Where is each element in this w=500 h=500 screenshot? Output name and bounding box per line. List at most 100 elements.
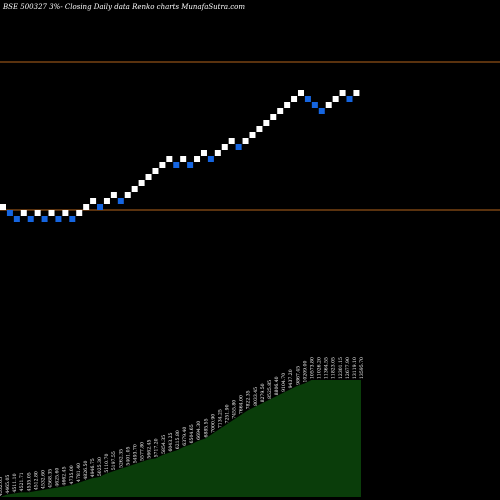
volume-label: 11823.05	[331, 357, 337, 379]
brick-14-down	[97, 204, 104, 210]
brick-11-up	[76, 210, 83, 216]
volume-label: 6043.25	[168, 432, 174, 451]
volume-label: 4532.05	[0, 477, 4, 496]
brick-16-up	[110, 192, 117, 198]
volume-label: 4512.80	[33, 471, 39, 490]
brick-4-down	[27, 216, 34, 222]
volume-label: 8806.40	[274, 376, 280, 395]
brick-29-up	[200, 150, 207, 156]
brick-7-up	[48, 210, 55, 216]
brick-2-down	[13, 216, 20, 222]
volume-label: 8033.45	[253, 387, 259, 406]
brick-47-up	[325, 102, 332, 108]
volume-label: 4781.40	[76, 463, 82, 482]
volume-label: 4735.00	[69, 465, 75, 484]
brick-0-up	[0, 204, 6, 210]
volume-label: 4946.75	[90, 458, 96, 477]
brick-33-up	[228, 138, 235, 144]
volume-label: 5262.35	[118, 449, 124, 468]
brick-26-up	[180, 156, 187, 162]
brick-30-down	[207, 156, 214, 162]
brick-40-up	[277, 108, 284, 114]
renko-bricks	[0, 90, 360, 222]
volume-label: 11026.20	[317, 357, 323, 379]
volume-label: 13595.70	[359, 357, 365, 379]
volume-label: 5854.35	[161, 435, 167, 454]
brick-9-up	[62, 210, 69, 216]
brick-15-up	[103, 198, 110, 204]
volume-label: 12301.15	[338, 357, 344, 379]
volume-label: 4625.60	[55, 468, 61, 487]
volume-label: 9437.20	[288, 369, 294, 388]
brick-19-up	[131, 186, 138, 192]
volume-label: 5662.45	[147, 439, 153, 458]
brick-12-up	[83, 204, 90, 210]
volume-label: 7000.90	[210, 414, 216, 433]
volume-label: 5401.05	[125, 447, 131, 466]
brick-8-down	[55, 216, 62, 222]
brick-51-up	[353, 90, 360, 96]
brick-13-up	[90, 198, 97, 204]
volume-label: 4521.71	[19, 472, 25, 491]
brick-5-up	[34, 210, 41, 216]
volume-label: 4465.05	[5, 475, 11, 494]
volume-label: 4826.50	[83, 461, 89, 480]
brick-36-up	[249, 132, 256, 138]
brick-39-up	[270, 114, 277, 120]
volume-label: 11364.55	[324, 357, 330, 379]
volume-label: 7455.80	[232, 400, 238, 419]
brick-27-down	[187, 162, 194, 168]
volume-label: 6379.40	[182, 427, 188, 446]
brick-22-up	[152, 168, 159, 174]
brick-10-down	[69, 216, 76, 222]
brick-50-down	[346, 96, 353, 102]
brick-35-up	[242, 138, 249, 144]
brick-37-up	[256, 126, 263, 132]
brick-18-up	[124, 192, 131, 198]
volume-label: 13119.10	[352, 357, 358, 379]
volume-label: 7822.35	[246, 390, 252, 409]
volume-label: 4535.05	[26, 472, 32, 491]
volume-label: 9867.45	[295, 366, 301, 385]
brick-49-up	[339, 90, 346, 96]
volume-label: 6215.80	[175, 430, 181, 449]
volume-label: 5025.30	[97, 457, 103, 476]
volume-label: 10573.80	[309, 357, 315, 379]
brick-45-down	[311, 102, 318, 108]
volume-label: 5493.70	[132, 444, 138, 463]
brick-48-up	[332, 96, 339, 102]
volume-label: 7251.90	[225, 404, 231, 423]
brick-21-up	[145, 174, 152, 180]
volume-label: 9104.70	[281, 373, 287, 392]
brick-46-down	[318, 108, 325, 114]
volume-label: 7134.25	[217, 409, 223, 428]
volume-label: 4511.10	[12, 473, 18, 492]
brick-42-up	[291, 96, 298, 102]
volume-label: 4568.35	[48, 469, 54, 488]
volume-label: 5197.55	[111, 451, 117, 470]
brick-44-down	[304, 96, 311, 102]
volume-label: 8279.50	[260, 383, 266, 402]
volume-label: 5577.80	[140, 442, 146, 461]
volume-label: 8525.85	[267, 380, 273, 399]
brick-24-up	[166, 156, 173, 162]
brick-23-up	[159, 162, 166, 168]
volume-label: 12677.90	[345, 357, 351, 379]
brick-6-down	[41, 216, 48, 222]
brick-28-up	[194, 156, 201, 162]
brick-43-up	[297, 90, 304, 96]
chart-title: BSE 500327 3%- Closing Daily data Renko …	[2, 3, 245, 11]
volume-label: 5110.70	[104, 454, 110, 473]
brick-34-down	[235, 144, 242, 150]
volume-label: 6885.55	[203, 418, 209, 437]
brick-38-up	[263, 120, 270, 126]
brick-3-up	[20, 210, 27, 216]
brick-17-down	[117, 198, 124, 204]
brick-41-up	[284, 102, 291, 108]
volume-label: 6504.65	[189, 424, 195, 443]
volume-label: 10209.00	[302, 361, 308, 383]
volume-label: 7664.00	[239, 395, 245, 414]
volume-label: 4532.60	[40, 470, 46, 489]
volume-area	[0, 380, 361, 497]
